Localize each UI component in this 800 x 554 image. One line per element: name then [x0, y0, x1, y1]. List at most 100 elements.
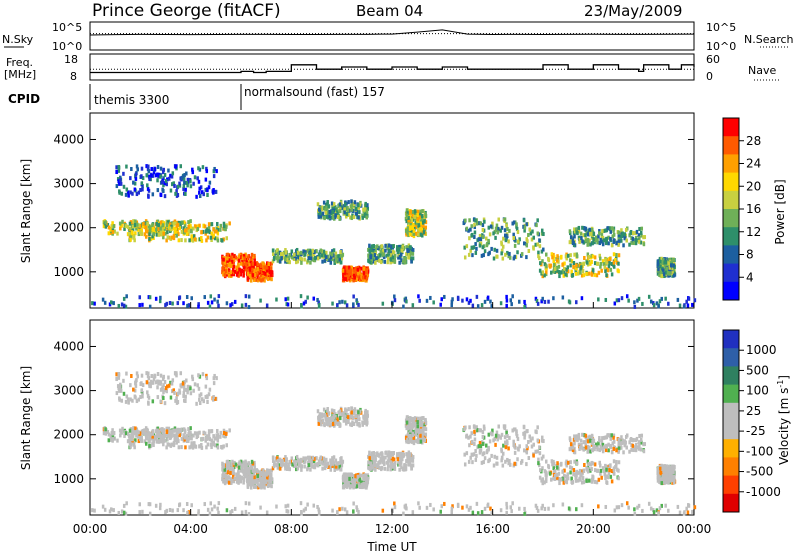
velocity-cell [417, 426, 421, 431]
power-cell [610, 226, 614, 231]
velocity-cell [231, 474, 235, 479]
velocity-cell [242, 461, 246, 466]
power-cell [241, 262, 245, 267]
velocity-cell [598, 460, 601, 465]
power-cell [465, 297, 469, 302]
power-cell [321, 259, 324, 264]
power-cell [357, 203, 360, 208]
power-cell [284, 250, 288, 255]
power-cell [630, 240, 633, 245]
power-cell [135, 192, 139, 197]
velocity-cell [604, 448, 608, 453]
velocity-cell [465, 433, 469, 438]
power-cell [617, 261, 620, 266]
velocity-cell [207, 435, 210, 440]
power-cell [284, 297, 287, 302]
power-cell [531, 229, 534, 234]
power-cell [496, 226, 500, 231]
velocity-cell [191, 374, 194, 379]
power-cell [172, 234, 176, 239]
power-cell [317, 214, 321, 219]
power-cell [566, 269, 570, 274]
power-cell [331, 256, 334, 261]
power-cell [307, 253, 310, 258]
velocity-cell [181, 381, 185, 386]
power-cell [488, 232, 492, 237]
power-cell [314, 256, 317, 261]
power-cell [487, 225, 491, 230]
power-cell [407, 255, 410, 260]
power-cell [562, 266, 566, 271]
velocity-cell [200, 445, 204, 450]
power-cell [424, 225, 428, 230]
power-cell [535, 298, 539, 303]
velocity-cell [336, 417, 339, 422]
power-cell [302, 301, 306, 306]
velocity-cell [552, 466, 555, 471]
power-cell [196, 226, 200, 231]
power-cell [463, 245, 466, 250]
velocity-cell [148, 383, 151, 388]
velocity-cell [115, 372, 118, 377]
cpid-panel: CPID themis 3300 normalsound (fast) 157 [8, 84, 385, 110]
velocity-cell [185, 388, 188, 393]
power-cell [334, 251, 338, 256]
power-cell [125, 187, 129, 192]
velocity-cell [511, 428, 514, 433]
power-cell [365, 270, 369, 275]
velocity-cell [208, 387, 212, 392]
power-cell [304, 250, 307, 255]
velocity-cell [170, 442, 174, 447]
power-cell [406, 251, 410, 256]
power-cell [469, 227, 472, 232]
velocity-cell [256, 482, 259, 487]
power-cell [209, 235, 213, 240]
velocity-cell [112, 431, 116, 436]
power-cell [353, 200, 357, 205]
velocity-cell [357, 422, 360, 427]
velocity-cell [566, 460, 570, 465]
velocity-cell [419, 439, 423, 444]
velocity-cell [237, 470, 240, 475]
power-cell [246, 276, 249, 281]
velocity-cell [324, 417, 328, 422]
velocity-cell [190, 444, 193, 449]
power-cell [184, 191, 187, 196]
power-cell [619, 234, 623, 239]
power-cell [212, 233, 216, 238]
power-cell [670, 263, 673, 268]
power-cell [481, 245, 485, 250]
power-cell [634, 237, 638, 242]
power-cell [167, 168, 170, 173]
power-cell [411, 256, 415, 261]
velocity-cell [221, 477, 224, 482]
velocity-cell [110, 430, 114, 435]
velocity-cell [278, 466, 282, 471]
velocity-cell [639, 437, 643, 442]
power-cell [350, 203, 353, 208]
velocity-cell [104, 427, 107, 432]
velocity-cell [405, 426, 408, 431]
velocity-cell [357, 412, 361, 417]
velocity-cell [303, 459, 307, 464]
power-cell [306, 295, 309, 300]
power-cell [212, 190, 215, 195]
freq-tick-bottom: 8 [70, 70, 77, 83]
power-cell [178, 183, 182, 188]
velocity-cell [482, 424, 486, 429]
power-cell [592, 237, 595, 242]
velocity-cell [562, 473, 566, 478]
velocity-cell [191, 377, 195, 382]
power-cell [251, 275, 255, 280]
power-cell [232, 257, 236, 262]
power-cell [344, 202, 347, 207]
power-cell [602, 228, 606, 233]
power-cell [336, 303, 339, 308]
power-cell [607, 241, 610, 246]
power-cell [473, 230, 477, 235]
velocity-cell [607, 448, 610, 453]
power-cell [538, 268, 542, 273]
power-cell [633, 304, 637, 309]
power-cell [601, 242, 605, 247]
velocity-cell [307, 463, 311, 468]
